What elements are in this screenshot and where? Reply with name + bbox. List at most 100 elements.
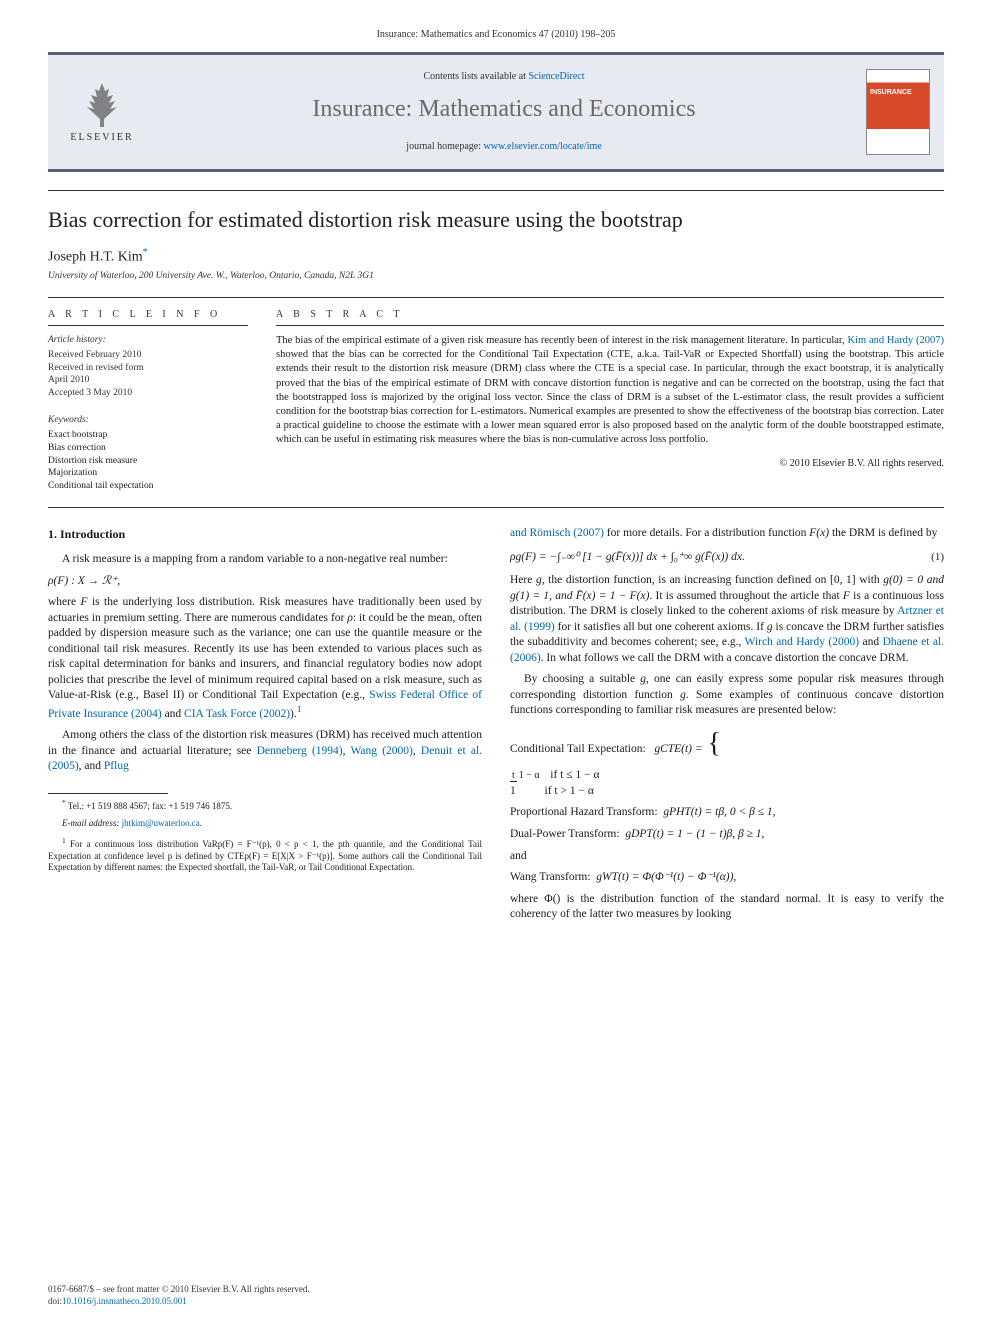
text-fragment: and: [859, 636, 882, 648]
text-fragment: By choosing a suitable: [524, 673, 640, 685]
abstract-copyright: © 2010 Elsevier B.V. All rights reserved…: [276, 457, 944, 471]
math-var: F: [843, 590, 850, 602]
keyword: Majorization: [48, 467, 248, 480]
citation-link[interactable]: Wirch and Hardy (2000): [745, 636, 860, 648]
risk-measure-definition: Dual-Power Transform: gDPT(t) = 1 − (1 −…: [510, 827, 944, 843]
body-right-column: and Römisch (2007) for more details. For…: [510, 526, 944, 929]
paragraph: where Φ() is the distribution function o…: [510, 892, 944, 923]
equation-inline: ρ(F) : X → ℛ⁺,: [48, 574, 482, 590]
math-inline: gDPT(t) = 1 − (1 − t)β, β ≥ 1,: [625, 828, 764, 840]
publisher-logo-block: ELSEVIER: [62, 79, 142, 145]
history-accepted: Accepted 3 May 2010: [48, 387, 248, 400]
text-fragment: for it satisfies all but one coherent ax…: [555, 621, 767, 633]
math-inline: gWT(t) = Φ(Φ⁻¹(t) − Φ⁻¹(α)),: [596, 871, 736, 883]
rm-label: Wang Transform:: [510, 871, 591, 883]
contents-prefix: Contents lists available at: [423, 71, 528, 82]
frac-num: t: [510, 770, 517, 782]
text-fragment: where: [48, 596, 81, 608]
journal-cover-thumbnail: [866, 69, 930, 155]
author-text: Joseph H.T. Kim: [48, 250, 143, 265]
paragraph: where F is the underlying loss distribut…: [48, 595, 482, 722]
rule: [48, 507, 944, 508]
running-header: Insurance: Mathematics and Economics 47 …: [48, 28, 944, 42]
keywords-label: Keywords:: [48, 414, 248, 427]
paragraph: Among others the class of the distortion…: [48, 728, 482, 775]
abstract-fragment: showed that the bias can be corrected fo…: [276, 349, 944, 445]
equation-number: (1): [931, 550, 944, 565]
journal-masthead: ELSEVIER Contents lists available at Sci…: [48, 52, 944, 172]
corresponding-author-marker[interactable]: *: [143, 247, 148, 258]
email-label: E-mail address:: [62, 818, 122, 828]
abstract-panel: A B S T R A C T The bias of the empirica…: [276, 308, 944, 493]
rule: [48, 190, 944, 191]
text-fragment: ,: [413, 745, 421, 757]
case-cond: if t ≤ 1 − α: [550, 769, 599, 781]
text-fragment: , and: [79, 760, 104, 772]
paragraph: A risk measure is a mapping from a rando…: [48, 552, 482, 568]
email-footnote: E-mail address: jhtkim@uwaterloo.ca.: [48, 818, 482, 830]
keyword: Conditional tail expectation: [48, 480, 248, 493]
keyword: Exact bootstrap: [48, 429, 248, 442]
rm-label: Dual-Power Transform:: [510, 828, 620, 840]
citation-link[interactable]: CIA Task Force (2002): [184, 708, 290, 720]
journal-homepage-line: journal homepage: www.elsevier.com/locat…: [142, 140, 866, 154]
text-fragment: for more details. For a distribution fun…: [604, 527, 809, 539]
article-history-label: Article history:: [48, 334, 248, 347]
text-fragment: , the distortion function, is an increas…: [542, 574, 884, 586]
citation-link[interactable]: Denneberg (1994): [257, 745, 343, 757]
abstract-heading: A B S T R A C T: [276, 308, 944, 327]
author-name: Joseph H.T. Kim*: [48, 246, 944, 268]
risk-measure-definition: Wang Transform: gWT(t) = Φ(Φ⁻¹(t) − Φ⁻¹(…: [510, 870, 944, 886]
paragraph: and Römisch (2007) for more details. For…: [510, 526, 944, 542]
citation-link[interactable]: Kim and Hardy (2007): [847, 335, 944, 346]
rm-label: Conditional Tail Expectation:: [510, 743, 646, 755]
numbered-equation: ρg(F) = −∫₋∞⁰ [1 − g(F̄(x))] dx + ∫₀⁺∞ g…: [510, 550, 944, 566]
citation-link[interactable]: Wang (2000): [350, 745, 412, 757]
abstract-text: The bias of the empirical estimate of a …: [276, 334, 944, 447]
homepage-prefix: journal homepage:: [406, 141, 483, 152]
footnote-rule: [48, 793, 168, 794]
sciencedirect-link[interactable]: ScienceDirect: [528, 71, 584, 82]
math-inline: gPHT(t) = tβ, 0 < β ≤ 1,: [663, 806, 775, 818]
citation-link[interactable]: Pflug: [104, 760, 129, 772]
article-title: Bias correction for estimated distortion…: [48, 205, 944, 235]
rm-label: Proportional Hazard Transform:: [510, 806, 658, 818]
case-value: 1: [510, 785, 516, 797]
connector-word: and: [510, 849, 944, 865]
frac-den: 1 − α: [517, 770, 542, 781]
paragraph: By choosing a suitable g, one can easily…: [510, 672, 944, 719]
paragraph: Here g, the distortion function, is an i…: [510, 573, 944, 666]
publisher-name: ELSEVIER: [70, 131, 133, 145]
footnote-text: For a continuous loss distribution VaRp(…: [48, 839, 482, 872]
contents-available-line: Contents lists available at ScienceDirec…: [142, 70, 866, 84]
math-var: F(x): [809, 527, 829, 539]
math-inline: gCTE(t) =: [654, 743, 705, 755]
citation-link[interactable]: and Römisch (2007): [510, 527, 604, 539]
author-affiliation: University of Waterloo, 200 University A…: [48, 270, 944, 283]
abstract-fragment: The bias of the empirical estimate of a …: [276, 335, 847, 346]
journal-name: Insurance: Mathematics and Economics: [142, 93, 866, 125]
history-revised-1: Received in revised form: [48, 362, 248, 375]
elsevier-tree-icon: [77, 79, 127, 129]
body-left-column: 1. Introduction A risk measure is a mapp…: [48, 526, 482, 929]
copyright-line: 0167-6687/$ – see front matter © 2010 El…: [48, 1283, 944, 1295]
text-fragment: . It is assumed throughout the article t…: [649, 590, 842, 602]
equation-body: ρg(F) = −∫₋∞⁰ [1 − g(F̄(x))] dx + ∫₀⁺∞ g…: [510, 550, 745, 566]
author-email-link[interactable]: jhtkim@uwaterloo.ca: [122, 818, 200, 828]
keyword: Bias correction: [48, 442, 248, 455]
history-received: Received February 2010: [48, 349, 248, 362]
doi-label: doi:: [48, 1296, 62, 1306]
article-info-heading: A R T I C L E I N F O: [48, 308, 248, 327]
keyword: Distortion risk measure: [48, 455, 248, 468]
text-fragment: ).: [290, 708, 297, 720]
footnote-ref[interactable]: 1: [297, 704, 302, 715]
doi-link[interactable]: 10.1016/j.insmatheco.2010.05.001: [62, 1296, 187, 1306]
article-info-panel: A R T I C L E I N F O Article history: R…: [48, 308, 248, 493]
page-footer: 0167-6687/$ – see front matter © 2010 El…: [48, 1283, 944, 1307]
footnote-marker: *: [62, 798, 66, 807]
text-fragment: the DRM is defined by: [829, 527, 937, 539]
journal-homepage-link[interactable]: www.elsevier.com/locate/ime: [484, 141, 602, 152]
case-cond: if t > 1 − α: [545, 785, 594, 797]
text-fragment: and: [162, 708, 184, 720]
text-fragment: Here: [510, 574, 536, 586]
